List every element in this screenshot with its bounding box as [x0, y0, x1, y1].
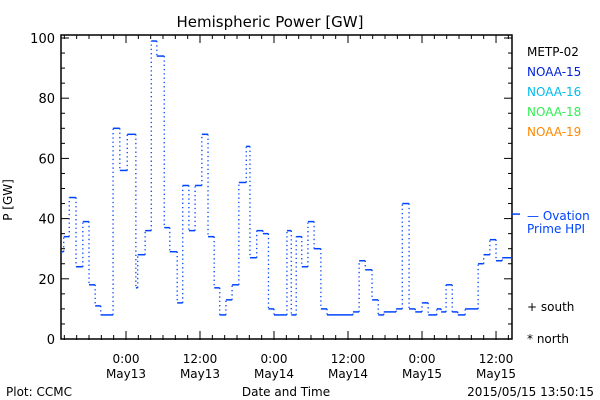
ovation-label-line2: Prime HPI [527, 222, 585, 236]
x-tick-date-label: May15 [476, 367, 516, 381]
y-tick-label: 80 [38, 92, 55, 107]
x-tick-time-label: 12:00 [479, 352, 514, 366]
y-tick-label: 40 [38, 213, 55, 228]
y-axis-label: P [GW] [1, 179, 15, 221]
x-tick-time-label: 0:00 [113, 352, 140, 366]
x-tick-time-label: 12:00 [331, 352, 366, 366]
legend-entry-noaa-16: NOAA-16 [527, 85, 581, 99]
north-marker-legend: * north [527, 332, 569, 346]
legend-entry-noaa-18: NOAA-18 [527, 105, 581, 119]
x-tick-time-label: 12:00 [183, 352, 218, 366]
x-tick-date-label: May15 [402, 367, 442, 381]
ovation-label-line1: — Ovation [527, 209, 590, 223]
x-tick-date-label: May13 [106, 367, 146, 381]
south-marker-legend: + south [527, 300, 574, 314]
y-tick-label: 0 [47, 333, 55, 348]
x-tick-time-label: 0:00 [261, 352, 288, 366]
legend-entry-metp-02: METP-02 [527, 45, 579, 59]
legend-entry-noaa-15: NOAA-15 [527, 65, 581, 79]
x-axis-label: Date and Time [242, 385, 330, 399]
chart-title: Hemispheric Power [GW] [177, 13, 364, 31]
y-tick-label: 100 [30, 32, 55, 47]
x-tick-date-label: May14 [254, 367, 294, 381]
x-tick-date-label: May13 [180, 367, 220, 381]
x-tick-date-label: May14 [328, 367, 368, 381]
footer-timestamp: 2015/05/15 13:50:15 [467, 385, 594, 399]
y-tick-label: 20 [38, 273, 55, 288]
legend-entry-noaa-19: NOAA-19 [527, 125, 581, 139]
footer-plot-credit: Plot: CCMC [6, 385, 72, 399]
y-tick-label: 60 [38, 152, 55, 167]
x-tick-time-label: 0:00 [409, 352, 436, 366]
